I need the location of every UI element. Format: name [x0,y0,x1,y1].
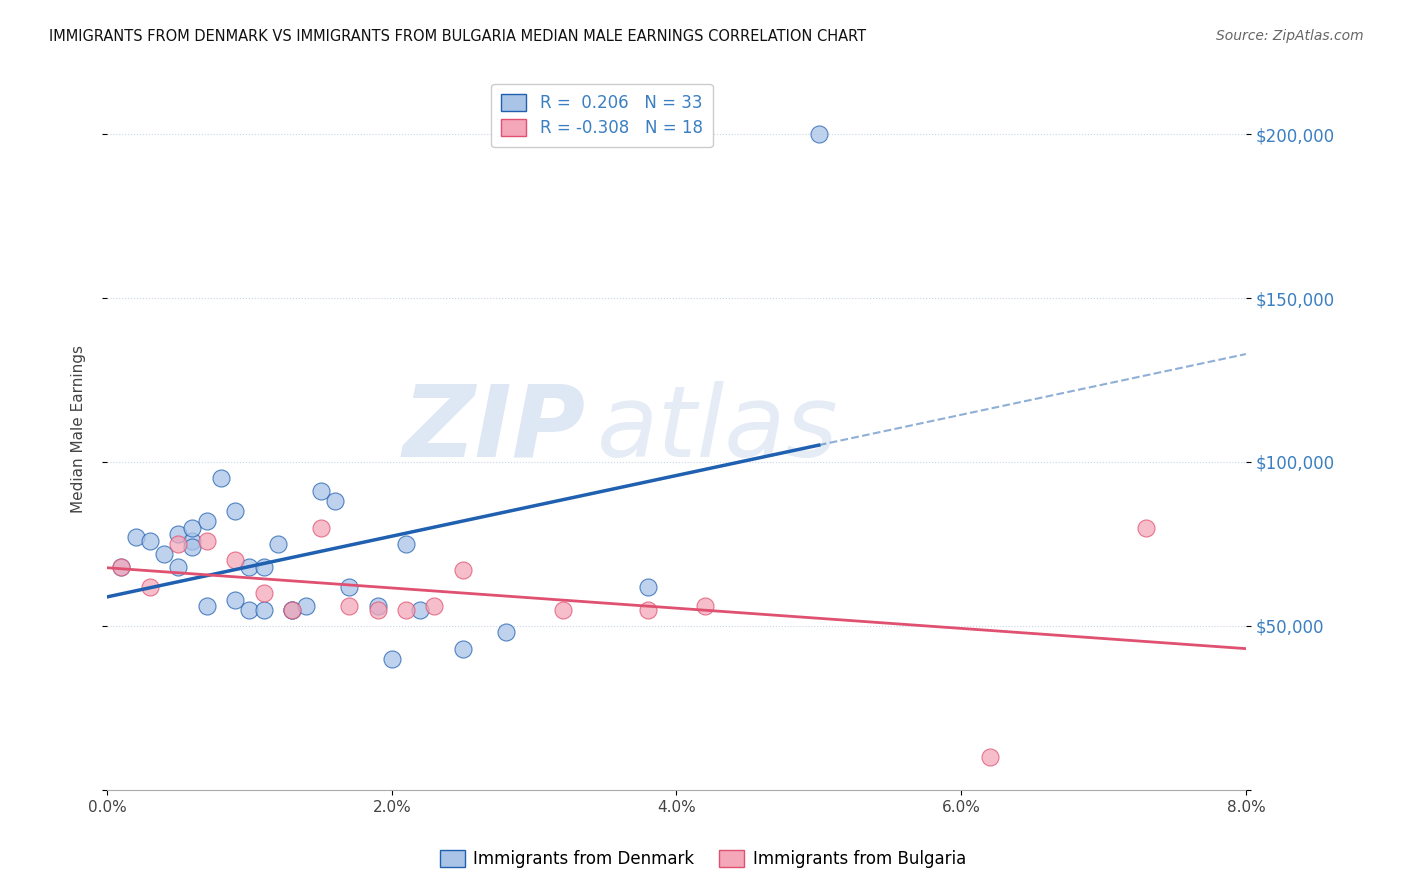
Point [281,602,304,616]
Point [451,641,474,656]
Text: IMMIGRANTS FROM DENMARK VS IMMIGRANTS FROM BULGARIA MEDIAN MALE EARNINGS CORRELA: IMMIGRANTS FROM DENMARK VS IMMIGRANTS FR… [49,29,866,44]
Point [409,602,432,616]
Point [195,599,218,614]
Point [693,599,716,614]
Point [637,580,659,594]
Point [495,625,517,640]
Point [224,504,246,518]
Point [281,602,304,616]
Point [124,530,146,544]
Point [181,520,204,534]
Point [209,471,232,485]
Point [281,602,304,616]
Text: ZIP: ZIP [402,381,585,478]
Point [381,651,404,665]
Legend: Immigrants from Denmark, Immigrants from Bulgaria: Immigrants from Denmark, Immigrants from… [433,843,973,875]
Text: atlas: atlas [596,381,838,478]
Point [323,494,346,508]
Point [337,599,360,614]
Point [253,602,276,616]
Point [267,537,290,551]
Point [637,602,659,616]
Point [253,560,276,574]
Point [423,599,446,614]
Point [395,602,418,616]
Text: Source: ZipAtlas.com: Source: ZipAtlas.com [1216,29,1364,43]
Point [224,553,246,567]
Point [1135,520,1157,534]
Point [110,560,132,574]
Point [181,533,204,548]
Point [367,602,389,616]
Point [238,602,260,616]
Point [139,533,162,548]
Point [451,563,474,577]
Point [153,547,176,561]
Point [807,127,830,141]
Point [167,560,190,574]
Point [309,520,332,534]
Point [181,540,204,554]
Point [224,592,246,607]
Point [309,484,332,499]
Point [295,599,318,614]
Point [110,560,132,574]
Point [253,586,276,600]
Y-axis label: Median Male Earnings: Median Male Earnings [72,345,86,513]
Point [238,560,260,574]
Point [195,533,218,548]
Point [551,602,574,616]
Point [167,537,190,551]
Point [167,527,190,541]
Point [195,514,218,528]
Point [395,537,418,551]
Point [979,750,1001,764]
Legend: R =  0.206   N = 33, R = -0.308   N = 18: R = 0.206 N = 33, R = -0.308 N = 18 [491,84,713,147]
Point [139,580,162,594]
Point [367,599,389,614]
Point [337,580,360,594]
